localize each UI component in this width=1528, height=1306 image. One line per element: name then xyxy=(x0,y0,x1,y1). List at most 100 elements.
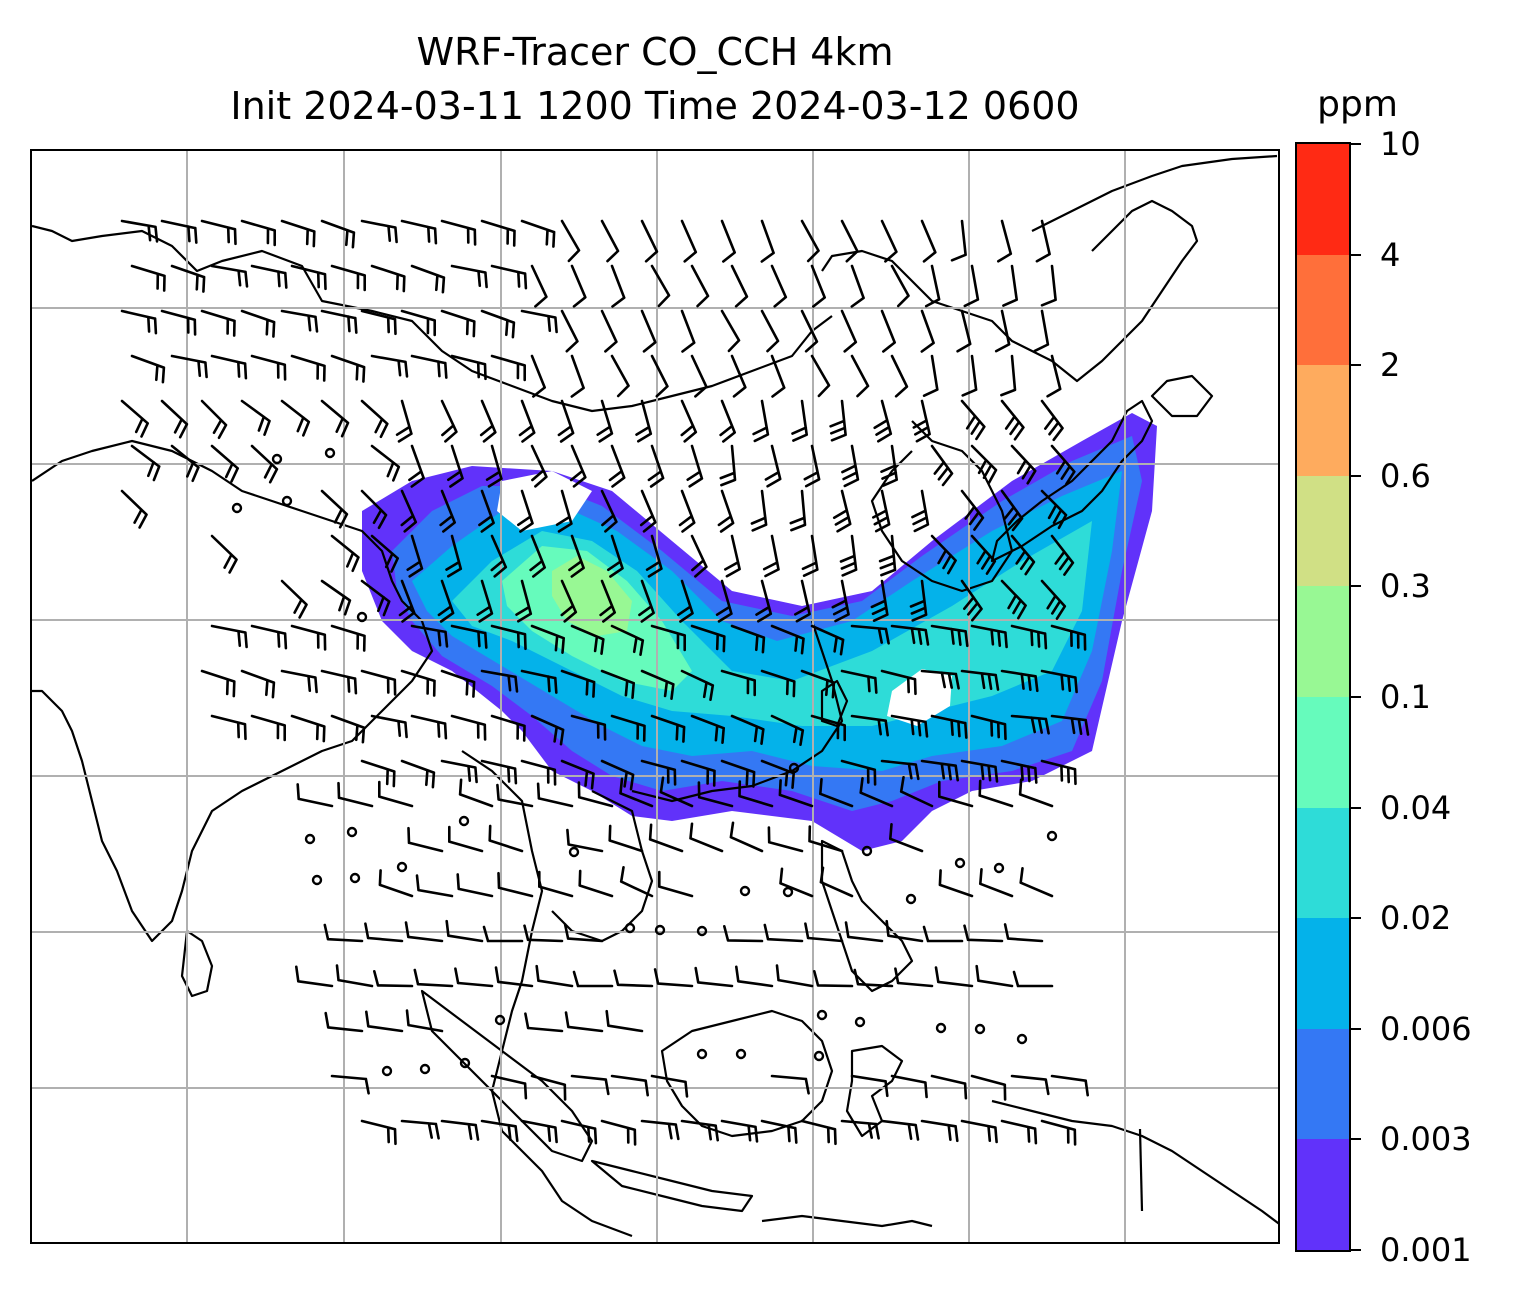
wind-barb xyxy=(1000,354,1017,397)
wind-barb xyxy=(767,826,804,853)
wind-barb xyxy=(290,714,326,743)
wind-barb xyxy=(690,714,725,744)
wind-barb xyxy=(320,579,352,616)
wind-barb xyxy=(560,579,578,623)
calm-wind-circle xyxy=(346,826,358,838)
wind-barb xyxy=(800,219,820,263)
wind-barb xyxy=(650,624,686,652)
wind-barb xyxy=(400,309,436,337)
wind-barb xyxy=(1003,923,1044,943)
wind-barb xyxy=(894,967,934,988)
calm-wind-circle xyxy=(993,862,1005,874)
coast-lesser-sunda xyxy=(761,1214,933,1228)
wind-barb xyxy=(410,354,448,379)
wind-barb xyxy=(530,714,565,746)
wind-barb xyxy=(1000,399,1025,441)
wind-barb xyxy=(735,965,774,988)
wind-barb xyxy=(370,264,406,293)
wind-barb xyxy=(570,354,585,398)
wind-barb xyxy=(890,264,910,308)
wind-barb xyxy=(410,264,446,294)
wind-barb xyxy=(890,714,929,738)
calm-wind-circle xyxy=(356,611,368,623)
wind-barb xyxy=(440,219,477,246)
wind-barb xyxy=(479,399,497,443)
calm-wind-circle xyxy=(861,845,873,857)
wind-barb xyxy=(490,1074,528,1100)
wind-barb xyxy=(889,823,924,853)
wind-barb xyxy=(840,1119,880,1140)
wind-barb xyxy=(960,489,985,531)
wind-barb xyxy=(608,824,644,853)
wind-barb xyxy=(1035,219,1051,263)
coast-philippines xyxy=(820,839,914,993)
wind-barb xyxy=(405,1009,444,1033)
colorbar-tick xyxy=(1351,1138,1361,1141)
wind-barb xyxy=(524,1012,564,1033)
wind-barb xyxy=(1050,624,1087,651)
plume-hole xyxy=(887,669,952,726)
wind-barb xyxy=(963,264,980,308)
wind-barb xyxy=(250,264,288,289)
wind-barb xyxy=(497,871,534,898)
wind-barb xyxy=(619,866,654,898)
wind-barb xyxy=(535,964,574,988)
calm-wind-circle xyxy=(782,886,794,898)
wind-barb xyxy=(529,534,546,578)
colorbar-segment xyxy=(1297,144,1349,256)
wind-barb xyxy=(1050,444,1076,486)
wind-barb xyxy=(610,354,630,398)
wind-barb xyxy=(413,968,454,988)
wind-barb xyxy=(1000,489,1024,532)
wind-barb xyxy=(635,399,653,443)
wind-barb xyxy=(720,759,756,788)
wind-barb xyxy=(970,714,1007,741)
colorbar-segment xyxy=(1297,365,1349,477)
wind-barb xyxy=(210,444,239,483)
coast-new-guinea xyxy=(991,1099,1278,1225)
colorbar-tick xyxy=(1351,917,1361,920)
wind-barb xyxy=(170,264,206,293)
wind-barb xyxy=(560,219,581,263)
wind-barb xyxy=(804,922,844,943)
wind-barb xyxy=(407,826,444,853)
wind-barb xyxy=(640,759,677,786)
wind-barb xyxy=(770,624,805,655)
wind-barb xyxy=(378,780,414,808)
wind-barb xyxy=(779,867,814,898)
wind-barb xyxy=(600,1119,637,1146)
colorbar-segment xyxy=(1297,586,1349,698)
wind-barb xyxy=(130,444,161,482)
wind-barb xyxy=(960,669,1000,691)
calm-wind-circle xyxy=(974,1023,986,1035)
colorbar-tick-label: 0.04 xyxy=(1380,788,1452,827)
wind-barb xyxy=(450,624,488,649)
wind-barb xyxy=(970,444,998,485)
wind-barb xyxy=(445,534,463,578)
wind-barb xyxy=(859,777,894,808)
wind-barb xyxy=(373,970,414,988)
wind-barb xyxy=(770,714,805,746)
wind-barb xyxy=(760,669,796,698)
wind-barb xyxy=(250,624,288,650)
wind-barb xyxy=(569,444,587,488)
colorbar-tick xyxy=(1351,585,1361,588)
calm-wind-circle xyxy=(1046,830,1058,842)
wind-barb xyxy=(395,399,413,443)
coast-central-asia xyxy=(32,224,833,413)
wind-barb xyxy=(872,489,891,533)
wind-barb xyxy=(365,1010,404,1033)
colorbar-tick-label: 0.003 xyxy=(1380,1120,1472,1159)
wind-barb xyxy=(803,444,821,488)
wind-barb xyxy=(360,579,391,617)
wind-barb xyxy=(810,354,831,398)
wind-barb xyxy=(490,264,528,290)
wind-barb xyxy=(240,309,276,338)
colorbar-tick-label: 0.6 xyxy=(1380,456,1431,495)
wind-barb xyxy=(850,354,870,398)
calm-wind-circle xyxy=(324,447,336,459)
wind-barb xyxy=(1019,867,1054,898)
wind-barb xyxy=(930,534,957,575)
wind-barb xyxy=(404,921,444,943)
wind-barb xyxy=(296,783,334,808)
